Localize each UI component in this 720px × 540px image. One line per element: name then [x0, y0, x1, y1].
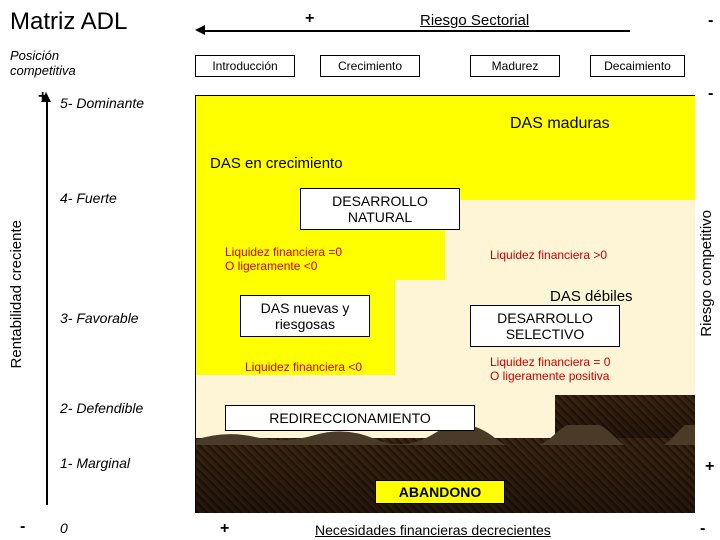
top-arrow-line: [205, 30, 630, 32]
left-axis-label: Rentabilidad creciente: [8, 220, 25, 368]
abandono: ABANDONO: [375, 480, 505, 504]
top-minus: -: [708, 12, 713, 30]
das-debiles: DAS débiles: [550, 288, 633, 305]
row-2: 2- Defendible: [60, 400, 143, 416]
redireccionamiento: REDIRECCIONAMIENTO: [225, 405, 475, 431]
das-crecimiento: DAS en crecimiento: [210, 155, 343, 172]
row-0: 0: [60, 520, 68, 536]
bottom-plus: +: [220, 520, 229, 538]
bottom-minus: -: [700, 520, 705, 538]
das-maduras: DAS maduras: [510, 115, 610, 133]
right-minus: -: [708, 85, 713, 103]
das-nuevas: DAS nuevas y riesgosas: [240, 295, 370, 337]
desarrollo-selectivo: DESARROLLO SELECTIVO: [470, 305, 620, 347]
phase-decaimiento: Decaimiento: [590, 55, 685, 77]
row-5: 5- Dominante: [60, 95, 144, 111]
right-plus: +: [705, 458, 714, 476]
liq2: Liquidez financiera >0: [490, 248, 607, 262]
liq3: Liquidez financiera <0: [245, 360, 362, 374]
top-axis-label: Riesgo Sectorial: [420, 12, 529, 29]
row-3: 3- Favorable: [60, 310, 139, 326]
row-4: 4- Fuerte: [60, 190, 117, 206]
phase-crecimiento: Crecimiento: [320, 55, 420, 77]
phase-introduccion: Introducción: [195, 55, 295, 77]
top-plus: +: [305, 10, 314, 28]
page-title: Matriz ADL: [10, 8, 127, 36]
left-minus: -: [20, 518, 25, 536]
left-axis-line: [46, 100, 48, 505]
phase-madurez: Madurez: [470, 55, 560, 77]
left-header: Posición competitiva: [10, 48, 76, 78]
bottom-axis-label: Necesidades financieras decrecientes: [315, 522, 551, 538]
top-arrow-head: [195, 25, 205, 35]
right-axis-label: Riesgo competitivo: [698, 210, 715, 337]
desarrollo-natural: DESARROLLO NATURAL: [300, 188, 460, 230]
liq1: Liquidez financiera =0 O ligeramente <0: [225, 245, 342, 273]
liq4: Liquidez financiera = 0 O ligeramente po…: [490, 355, 610, 383]
row-1: 1- Marginal: [60, 455, 130, 471]
left-axis-head: [41, 92, 51, 102]
